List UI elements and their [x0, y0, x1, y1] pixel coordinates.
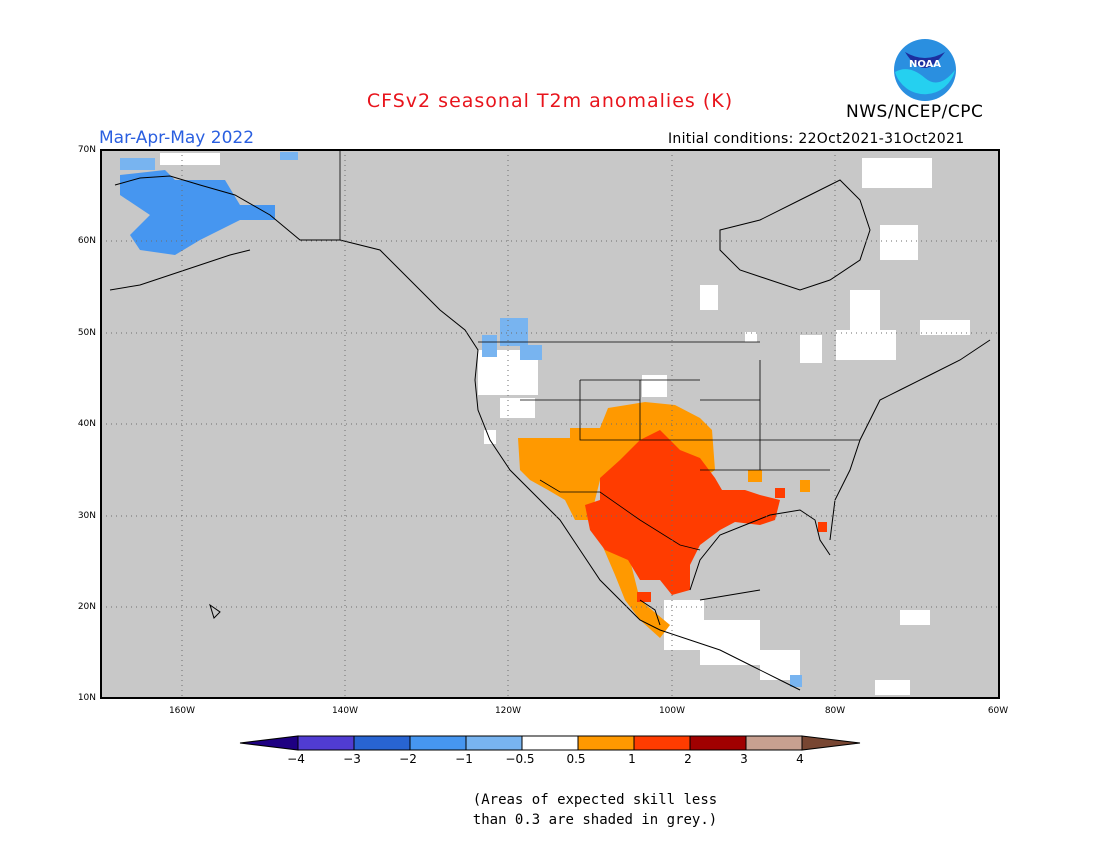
- lon-tick-100w: 100W: [658, 706, 686, 716]
- colorbar-label: 2: [684, 752, 692, 766]
- colorbar-swatch: [745, 735, 803, 751]
- colorbar-swatch: [689, 735, 747, 751]
- colorbar-label: −4: [287, 752, 305, 766]
- agency-label: NWS/NCEP/CPC: [846, 102, 984, 122]
- colorbar-label: −1: [455, 752, 473, 766]
- coastlines: [109, 175, 991, 691]
- colorbar-swatch: [577, 735, 635, 751]
- lat-tick-60n: 60N: [77, 236, 96, 246]
- lat-tick-20n: 20N: [77, 602, 96, 612]
- season-label: Mar-Apr-May 2022: [99, 128, 255, 148]
- colorbar-label: −0.5: [505, 752, 535, 766]
- colorbar-label: 0.5: [566, 752, 586, 766]
- lat-tick-40n: 40N: [77, 419, 96, 429]
- neutral-anomaly-regions: [160, 153, 970, 695]
- cold-anomaly-regions: [120, 152, 802, 687]
- colorbar-swatch: [521, 735, 579, 751]
- map-frame: [100, 149, 1000, 699]
- colorbar-arrow-low: [239, 735, 299, 751]
- map-title: CFSv2 seasonal T2m anomalies (K): [366, 90, 734, 112]
- lat-tick-70n: 70N: [77, 145, 96, 155]
- colorbar-label: −3: [343, 752, 361, 766]
- colorbar-arrow-high: [801, 735, 861, 751]
- warm-anomaly-0.5-1-regions: [518, 402, 810, 638]
- colorbar: [239, 735, 861, 751]
- colorbar-swatch: [409, 735, 467, 751]
- colorbar-swatch: [297, 735, 355, 751]
- lon-tick-60w: 60W: [987, 706, 1009, 716]
- colorbar-swatch: [465, 735, 523, 751]
- low-skill-background: [101, 150, 999, 698]
- lon-tick-80w: 80W: [824, 706, 846, 716]
- lon-tick-120w: 120W: [494, 706, 522, 716]
- colorbar-swatch: [633, 735, 691, 751]
- footnote-line-2: than 0.3 are shaded in grey.): [472, 812, 718, 828]
- colorbar-swatch: [353, 735, 411, 751]
- lon-tick-160w: 160W: [168, 706, 196, 716]
- footnote-line-1: (Areas of expected skill less: [472, 792, 718, 808]
- logo-text: NOAA: [909, 59, 941, 70]
- lat-tick-30n: 30N: [77, 511, 96, 521]
- colorbar-label: 3: [740, 752, 748, 766]
- warm-anomaly-1-2-regions: [585, 430, 827, 602]
- colorbar-label: 1: [628, 752, 636, 766]
- lat-tick-10n: 10N: [77, 693, 96, 703]
- colorbar-label: 4: [796, 752, 804, 766]
- initial-conditions-label: Initial conditions: 22Oct2021-31Oct2021: [668, 131, 965, 147]
- lat-tick-50n: 50N: [77, 328, 96, 338]
- political-borders: [339, 150, 860, 551]
- noaa-logo: NOAA: [894, 39, 956, 101]
- lon-tick-140w: 140W: [331, 706, 359, 716]
- colorbar-label: −2: [399, 752, 417, 766]
